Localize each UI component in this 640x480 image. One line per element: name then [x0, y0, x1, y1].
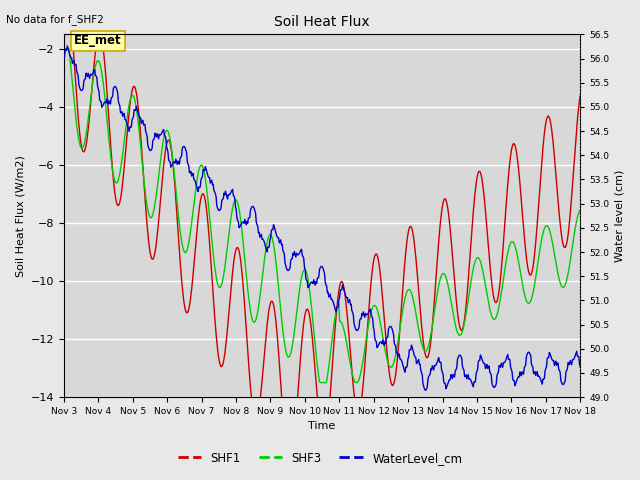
WaterLevel_cm	[123, 120, 131, 126]
Title: Soil Heat Flux: Soil Heat Flux	[274, 15, 370, 29]
SHF1	[577, 92, 584, 98]
SHF1	[202, 203, 210, 208]
SHF1	[250, 409, 257, 415]
WaterLevel_cm	[63, 43, 71, 49]
SHF1	[60, 32, 68, 37]
SHF3	[60, 46, 68, 52]
SHF1	[385, 369, 393, 375]
WaterLevel_cm	[175, 161, 183, 167]
SHF1	[122, 141, 130, 146]
WaterLevel_cm	[421, 387, 429, 393]
WaterLevel_cm	[60, 56, 68, 61]
Text: EE_met: EE_met	[74, 35, 122, 48]
WaterLevel_cm	[203, 169, 211, 175]
X-axis label: Time: Time	[308, 421, 335, 432]
Legend: SHF1, SHF3, WaterLevel_cm: SHF1, SHF3, WaterLevel_cm	[173, 447, 467, 469]
Line: WaterLevel_cm: WaterLevel_cm	[64, 46, 580, 390]
Text: No data for f_SHF2: No data for f_SHF2	[6, 14, 104, 25]
SHF1	[69, 44, 77, 49]
WaterLevel_cm	[577, 364, 584, 370]
SHF3	[577, 207, 584, 213]
Y-axis label: Water level (cm): Water level (cm)	[615, 169, 625, 262]
SHF3	[175, 216, 182, 221]
Y-axis label: Soil Heat Flux (W/m2): Soil Heat Flux (W/m2)	[15, 155, 25, 276]
WaterLevel_cm	[401, 367, 408, 373]
SHF3	[202, 180, 210, 186]
SHF3	[385, 363, 393, 369]
SHF3	[401, 299, 408, 304]
SHF3	[316, 380, 324, 385]
WaterLevel_cm	[70, 58, 77, 63]
SHF1	[175, 238, 182, 244]
Line: SHF1: SHF1	[64, 35, 580, 412]
SHF3	[69, 88, 77, 94]
SHF3	[122, 121, 130, 127]
Line: SHF3: SHF3	[64, 49, 580, 383]
SHF1	[401, 266, 408, 272]
WaterLevel_cm	[385, 325, 393, 331]
